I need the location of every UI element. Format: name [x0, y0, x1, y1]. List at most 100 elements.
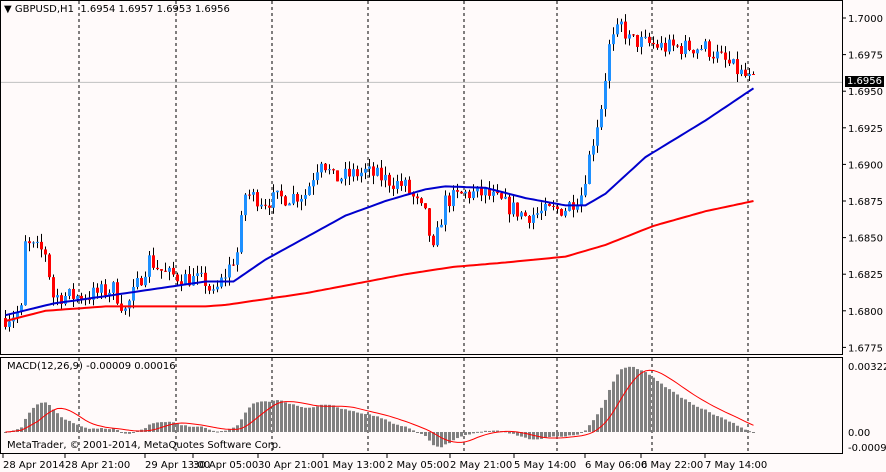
candle: [352, 169, 355, 177]
candle: [448, 195, 451, 207]
candle: [432, 235, 435, 246]
time-label: 5 May 14:00: [514, 460, 576, 471]
candle: [620, 21, 623, 25]
macd-bar: [128, 432, 131, 434]
candle: [544, 203, 547, 211]
macd-bar: [376, 416, 379, 432]
macd-bar: [52, 409, 55, 432]
candle: [604, 80, 607, 110]
macd-axis-label: 0.00322: [848, 362, 886, 373]
macd-bar: [220, 431, 223, 433]
candle: [328, 169, 331, 171]
macd-bar: [204, 427, 207, 432]
macd-bar: [188, 426, 191, 432]
macd-bar: [676, 394, 679, 432]
macd-bar: [632, 366, 635, 432]
macd-bar: [84, 427, 87, 432]
macd-bar: [56, 413, 59, 432]
candle: [360, 172, 363, 177]
candle: [464, 191, 467, 194]
candle: [512, 202, 515, 215]
candle: [144, 276, 147, 286]
candle: [556, 206, 559, 209]
candle: [608, 44, 611, 81]
candle: [412, 193, 415, 197]
macd-bar: [612, 381, 615, 432]
candle: [112, 282, 115, 293]
candle: [616, 24, 619, 35]
macd-bar: [332, 405, 335, 432]
macd-bar: [700, 408, 703, 432]
candle: [196, 273, 199, 277]
price-tick-label: 1.6975: [848, 51, 883, 62]
macd-bar: [320, 404, 323, 432]
macd-bar: [112, 428, 115, 432]
macd-bar: [328, 404, 331, 432]
candle: [80, 295, 83, 300]
time-label: 30 Apr 21:00: [258, 460, 323, 471]
candle: [140, 278, 143, 286]
macd-bar: [624, 367, 627, 432]
candle: [524, 212, 527, 216]
macd-bar: [380, 418, 383, 432]
candle: [184, 274, 187, 285]
candle: [64, 296, 67, 304]
candle: [320, 163, 323, 173]
macd-bar: [724, 419, 727, 432]
macd-bar: [312, 407, 315, 432]
macd-bar: [736, 425, 739, 432]
macd-bar: [152, 423, 155, 432]
candle: [676, 45, 679, 47]
macd-bar: [360, 413, 363, 432]
candle: [228, 264, 231, 278]
candle: [456, 190, 459, 192]
macd-bar: [692, 404, 695, 432]
candle: [308, 186, 311, 196]
macd-bar: [716, 416, 719, 432]
macd-bar: [316, 406, 319, 432]
candle: [632, 34, 635, 36]
macd-bar: [512, 432, 515, 434]
candle: [380, 167, 383, 181]
candle: [552, 205, 555, 207]
candle: [332, 169, 335, 171]
macd-bar: [748, 431, 751, 433]
macd-bar: [116, 429, 119, 432]
candle: [540, 210, 543, 214]
macd-bar: [40, 402, 43, 432]
candle: [416, 196, 419, 199]
macd-bar: [280, 400, 283, 432]
macd-bar: [196, 426, 199, 432]
macd-bar: [452, 432, 455, 441]
time-label: 30 Apr 05:00: [193, 460, 258, 471]
candle: [460, 191, 463, 194]
candle: [744, 69, 747, 76]
candle: [56, 295, 59, 298]
macd-bar: [600, 407, 603, 432]
candle: [636, 34, 639, 47]
macd-bar: [120, 432, 123, 433]
time-label: 1 May 13:00: [323, 460, 385, 471]
macd-bar: [288, 403, 291, 432]
macd-bar: [48, 405, 51, 432]
candle: [444, 195, 447, 225]
price-tick-label: 1.6850: [848, 234, 883, 245]
macd-bar: [668, 389, 671, 432]
candle: [324, 163, 327, 171]
macd-bar: [164, 422, 167, 432]
candle: [208, 285, 211, 291]
candle: [532, 214, 535, 223]
macd-bar: [588, 425, 591, 432]
candle: [108, 292, 111, 296]
macd-bar: [604, 399, 607, 432]
candle: [656, 44, 659, 48]
macd-bar: [616, 374, 619, 432]
macd-bar: [568, 432, 571, 436]
candle: [340, 178, 343, 182]
macd-bar: [248, 407, 251, 432]
candle: [136, 278, 139, 287]
candle: [588, 154, 591, 184]
candle: [480, 186, 483, 196]
candle: [348, 168, 351, 177]
